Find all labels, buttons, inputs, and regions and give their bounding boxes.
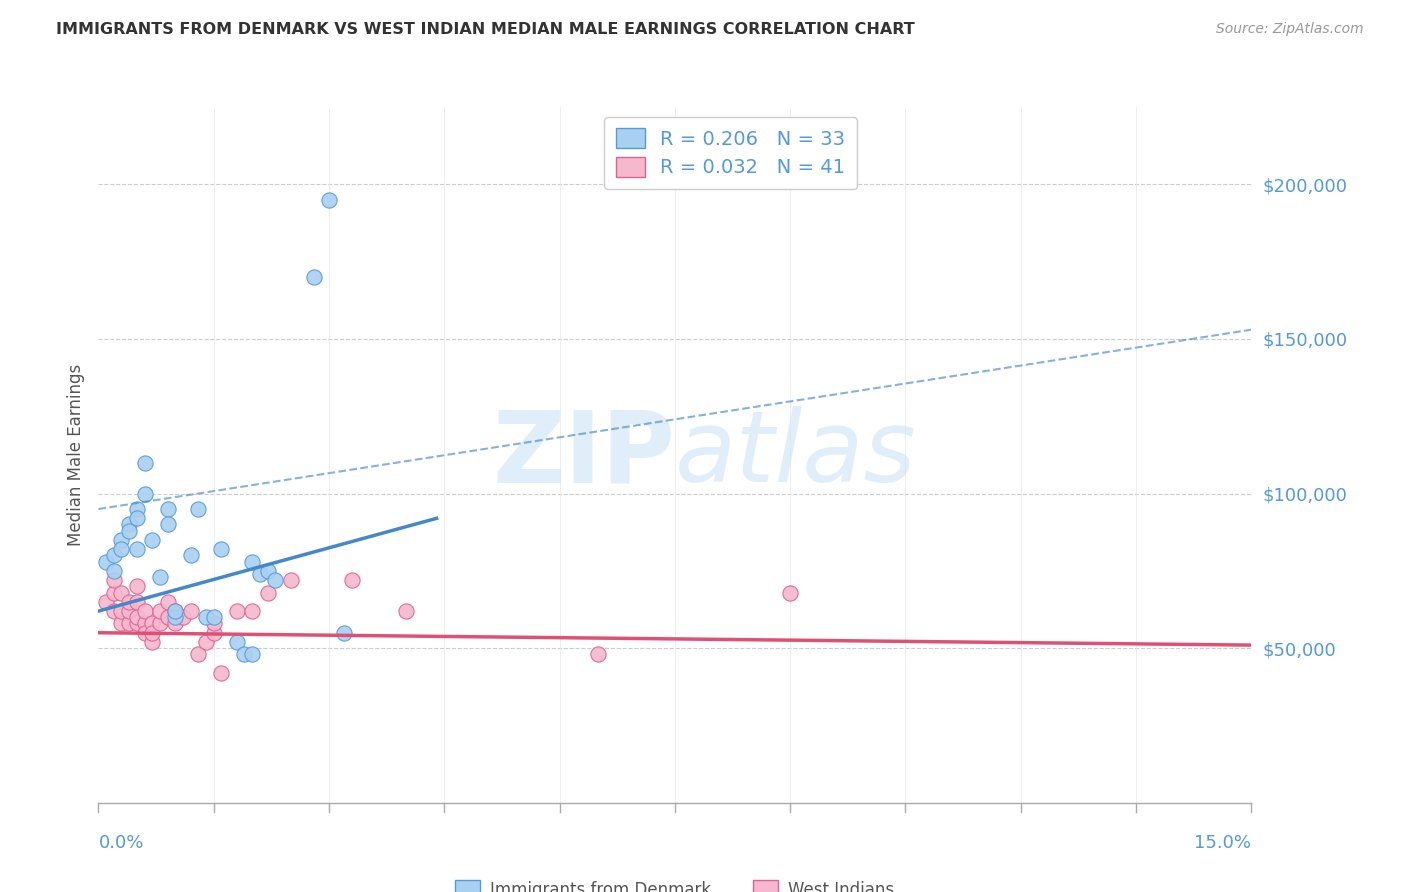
Point [110,533,132,547]
Point [149,604,172,618]
Point [103,564,125,578]
Text: atlas: atlas [675,407,917,503]
Point [202,616,225,631]
Point [141,635,163,649]
Point [280,573,302,587]
Point [156,595,179,609]
Text: IMMIGRANTS FROM DENMARK VS WEST INDIAN MEDIAN MALE EARNINGS CORRELATION CHART: IMMIGRANTS FROM DENMARK VS WEST INDIAN M… [56,22,915,37]
Point [118,595,141,609]
Point [134,486,156,500]
Point [256,564,278,578]
Point [240,604,263,618]
Point [187,502,209,516]
Point [264,573,287,587]
Point [165,604,187,618]
Point [209,665,232,680]
Point [225,604,247,618]
Legend: Immigrants from Denmark, West Indians: Immigrants from Denmark, West Indians [449,874,901,892]
Point [118,524,141,538]
Point [187,648,209,662]
Text: 15.0%: 15.0% [1194,834,1251,852]
Point [134,625,156,640]
Point [209,542,232,557]
Point [141,533,163,547]
Point [149,570,172,584]
Point [125,579,148,593]
Point [180,549,202,563]
Point [333,625,356,640]
Point [395,604,418,618]
Point [125,616,148,631]
Point [149,616,172,631]
Point [103,549,125,563]
Point [249,566,271,581]
Text: ZIP: ZIP [492,407,675,503]
Point [141,625,163,640]
Point [94,555,117,569]
Point [125,502,148,516]
Point [118,604,141,618]
Point [125,542,148,557]
Point [141,616,163,631]
Point [125,511,148,525]
Point [256,585,278,599]
Point [110,616,132,631]
Y-axis label: Median Male Earnings: Median Male Earnings [66,364,84,546]
Point [134,456,156,470]
Point [202,610,225,624]
Point [103,573,125,587]
Point [134,616,156,631]
Point [165,604,187,618]
Point [110,542,132,557]
Point [110,604,132,618]
Point [340,573,363,587]
Point [180,604,202,618]
Point [118,616,141,631]
Text: Source: ZipAtlas.com: Source: ZipAtlas.com [1216,22,1364,37]
Point [779,585,801,599]
Point [125,595,148,609]
Point [202,625,225,640]
Point [172,610,194,624]
Point [118,517,141,532]
Point [240,648,263,662]
Point [103,604,125,618]
Point [94,595,117,609]
Text: 0.0%: 0.0% [98,834,143,852]
Point [103,585,125,599]
Point [134,604,156,618]
Point [302,270,325,285]
Point [225,635,247,649]
Point [195,635,218,649]
Point [156,502,179,516]
Point [233,648,256,662]
Point [110,585,132,599]
Point [240,555,263,569]
Point [156,517,179,532]
Point [318,193,340,207]
Point [586,648,609,662]
Point [165,616,187,631]
Point [125,610,148,624]
Point [165,610,187,624]
Point [156,610,179,624]
Point [195,610,218,624]
